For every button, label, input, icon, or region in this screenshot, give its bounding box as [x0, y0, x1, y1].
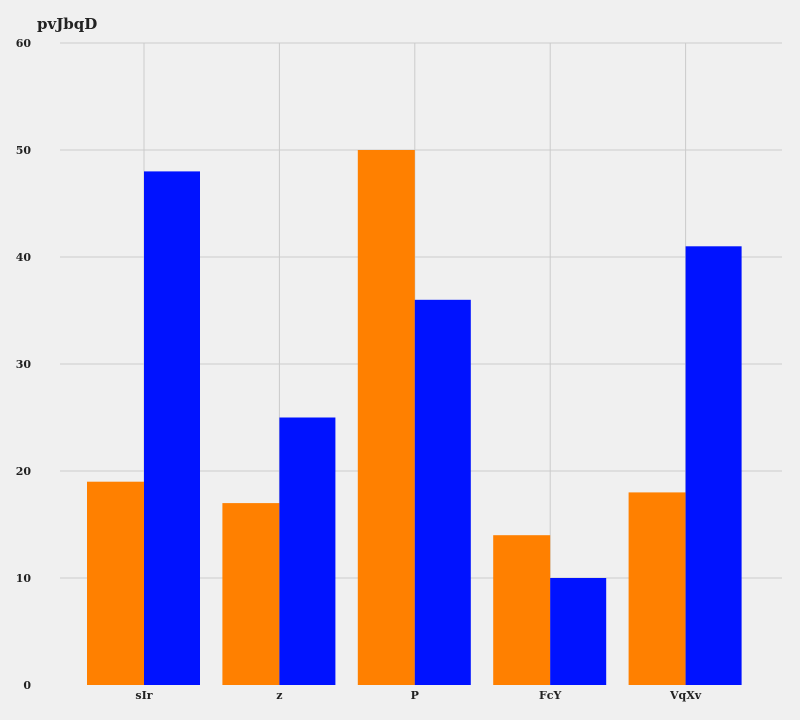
- bar-series-1-FcY: [493, 535, 551, 685]
- bar-series-2-P: [414, 299, 471, 685]
- y-tick-label: 50: [16, 144, 32, 157]
- y-tick-label: 10: [16, 572, 32, 585]
- x-tick-label: FcY: [539, 689, 562, 702]
- bar-series-1-sIr: [87, 481, 144, 685]
- x-tick-label: VqXv: [669, 689, 702, 702]
- x-tick-label: z: [276, 689, 282, 702]
- bar-series-2-z: [279, 417, 336, 685]
- bar-layer: [87, 150, 742, 686]
- bar-series-2-sIr: [144, 171, 200, 685]
- y-axis-ticks: 0 10 20 30 40 50 60: [16, 37, 32, 692]
- y-tick-label: 20: [16, 465, 32, 478]
- bar-series-2-VqXv: [685, 246, 742, 686]
- y-tick-label: 30: [16, 358, 32, 371]
- bar-series-1-z: [222, 503, 280, 685]
- x-tick-label: sIr: [135, 689, 152, 702]
- x-axis-ticks: sIr z P FcY VqXv: [135, 689, 701, 702]
- y-tick-label: 0: [23, 679, 31, 692]
- bar-series-1-VqXv: [628, 492, 686, 685]
- chart-title: pvJbqD: [37, 15, 97, 33]
- y-tick-label: 60: [16, 37, 32, 50]
- bar-series-1-P: [357, 150, 415, 685]
- x-tick-label: P: [411, 689, 419, 702]
- bar-series-2-FcY: [550, 578, 607, 685]
- y-tick-label: 40: [16, 251, 32, 264]
